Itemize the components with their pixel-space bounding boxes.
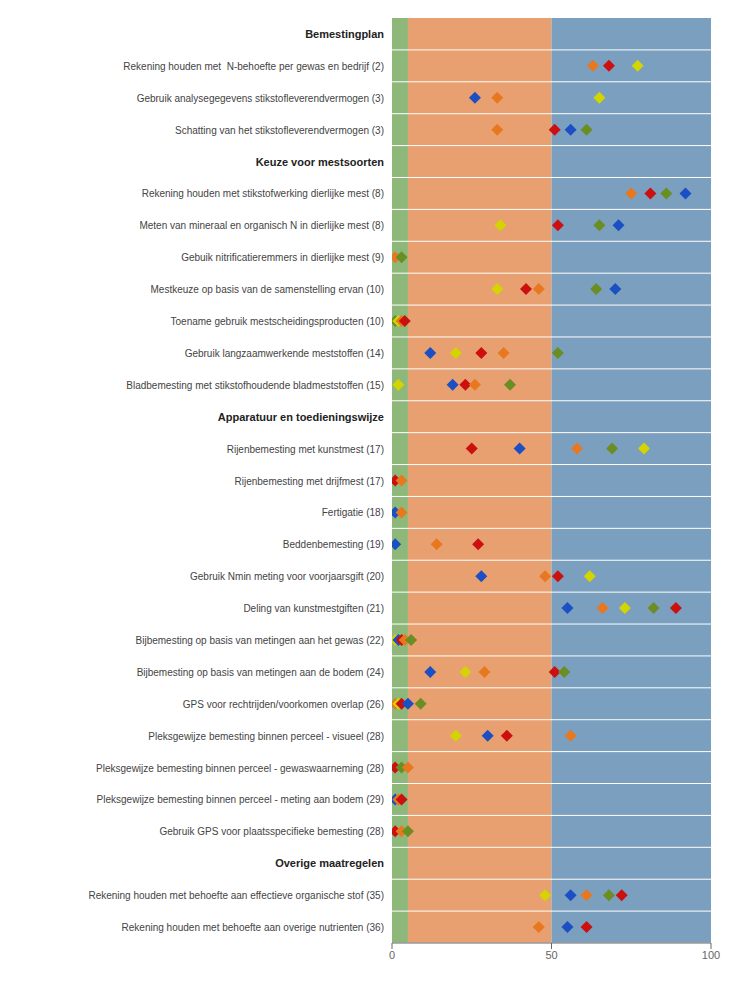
svg-text:0: 0 [389, 949, 395, 961]
svg-text:Apparatuur en toedieningswijze: Apparatuur en toedieningswijze [218, 411, 384, 423]
svg-text:Bijbemesting op basis van meti: Bijbemesting op basis van metingen aan d… [137, 667, 384, 678]
svg-text:Bladbemesting met stikstofhoud: Bladbemesting met stikstofhoudende bladm… [126, 380, 384, 391]
svg-text:Bijbemesting op basis van meti: Bijbemesting op basis van metingen aan h… [136, 635, 384, 646]
svg-text:Rijenbemesting met kunstmest (: Rijenbemesting met kunstmest (17) [227, 444, 384, 455]
svg-text:Gebruik analysegegevens stikst: Gebruik analysegegevens stikstofleverend… [137, 93, 384, 104]
svg-text:Gebruik Nmin meting voor voorj: Gebruik Nmin meting voor voorjaarsgift (… [190, 571, 384, 582]
svg-text:Pleksgewijze bemesting binnen: Pleksgewijze bemesting binnen perceel - … [97, 794, 384, 805]
svg-text:50: 50 [545, 949, 557, 961]
svg-text:Overige maatregelen: Overige maatregelen [275, 857, 384, 869]
svg-text:Deling van kunstmestgiften (21: Deling van kunstmestgiften (21) [243, 603, 384, 614]
svg-text:100: 100 [702, 949, 720, 961]
svg-text:Rijenbemesting met drijfmest (: Rijenbemesting met drijfmest (17) [235, 476, 385, 487]
svg-text:Gebruik GPS voor plaatsspecifi: Gebruik GPS voor plaatsspecifieke bemest… [159, 826, 384, 837]
svg-text:GPS voor rechtrijden/voorkomen: GPS voor rechtrijden/voorkomen overlap (… [183, 699, 384, 710]
svg-text:Beddenbemesting (19): Beddenbemesting (19) [283, 539, 384, 550]
svg-text:Schatting van het stikstofleve: Schatting van het stikstofleverendvermog… [175, 125, 384, 136]
svg-text:Pleksgewijze bemesting binnen: Pleksgewijze bemesting binnen perceel - … [96, 763, 384, 774]
svg-text:Toename gebruik mestscheidings: Toename gebruik mestscheidingsproducten … [171, 316, 384, 327]
svg-text:Rekening houden met behoefte a: Rekening houden met behoefte aan overige… [122, 922, 384, 933]
svg-text:Gebruik langzaamwerkende mests: Gebruik langzaamwerkende meststoffen (14… [185, 348, 384, 359]
svg-text:Mestkeuze op basis van de same: Mestkeuze op basis van de samenstelling … [151, 284, 384, 295]
svg-text:Pleksgewijze bemesting binnen: Pleksgewijze bemesting binnen perceel - … [148, 731, 384, 742]
svg-text:Rekening houden met behoefte a: Rekening houden met behoefte aan effecti… [88, 890, 384, 901]
svg-text:Rekening houden met N-behoeft: Rekening houden met N-behoefte per gewas… [123, 61, 384, 72]
svg-text:Keuze voor mestsoorten: Keuze voor mestsoorten [256, 156, 385, 168]
svg-text:Bemestingplan: Bemestingplan [305, 28, 384, 40]
svg-text:Fertigatie (18): Fertigatie (18) [322, 507, 384, 518]
svg-text:Meten van mineraal en organisc: Meten van mineraal en organisch N in die… [139, 220, 384, 231]
svg-text:Rekening houden met stikstofwe: Rekening houden met stikstofwerking dier… [142, 188, 384, 199]
svg-text:Gebuik nitrificatieremmers in: Gebuik nitrificatieremmers in dierlijke … [181, 252, 384, 263]
